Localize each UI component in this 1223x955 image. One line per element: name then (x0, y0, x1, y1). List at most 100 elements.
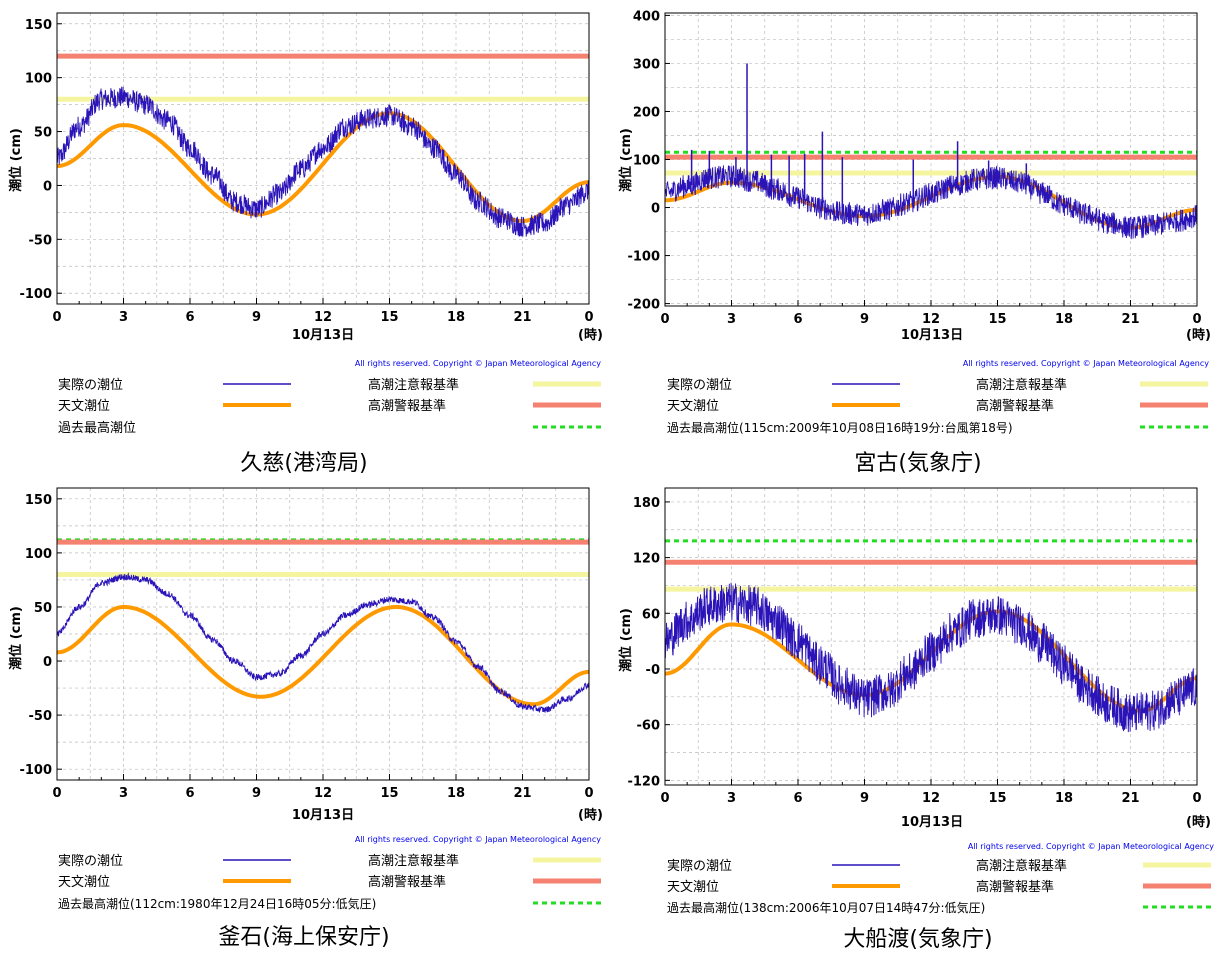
x-tick-label: 3 (727, 312, 736, 327)
legend-caution-label: 高潮注意報基準 (368, 853, 459, 869)
x-tick-label: 18 (1055, 791, 1073, 806)
y-tick-label: 400 (633, 9, 660, 24)
y-tick-label: 50 (34, 601, 52, 616)
panel-ofunato: 潮位 (cm) 0 3 6 9 12 15 18 21 0 18012060-0-60-120 … (618, 487, 1214, 952)
legend-astro-label: 天文潮位 (58, 875, 110, 890)
legend-caution-label: 高潮注意報基準 (368, 377, 459, 393)
y-tick-label: 100 (25, 547, 52, 562)
copyright-notice: All rights reserved. Copyright © Japan M… (355, 835, 601, 844)
legend-astro-label: 天文潮位 (667, 880, 719, 895)
actual-tide-line (56, 572, 590, 714)
actual-tide-line (664, 582, 1198, 733)
station-name: 久慈(港湾局) (240, 451, 367, 476)
date-label: 10月13日 (292, 808, 354, 823)
panel-kamaishi: 潮位 (cm) 0 3 6 9 12 15 18 21 0 150 100 50 0 -50 -100 1… (8, 487, 603, 950)
y-tick-label: 0 (43, 655, 52, 670)
y-tick-labels: 400 300 200 100 0 -100 -200 (627, 9, 660, 312)
x-tick-label: 3 (727, 791, 736, 806)
plot-area (664, 487, 1198, 786)
panel-kuji: 潮位 (cm) 0 3 6 9 12 15 18 21 0 150 100 50 0 -50 -100 1… (8, 12, 603, 476)
y-tick-label: 150 (25, 18, 52, 33)
y-tick-label: 100 (633, 154, 660, 169)
y-axis-label: 潮位 (cm) (618, 128, 634, 192)
y-tick-labels: 150 100 50 0 -50 -100 (19, 493, 52, 778)
x-tick-labels: 0 3 6 9 12 15 18 21 0 (52, 310, 593, 325)
legend-record-label: 過去最高潮位(115cm:2009年10月08日16時19分:台風第18号) (667, 420, 1013, 435)
x-tick-label: 3 (119, 786, 128, 801)
x-tick-label: 3 (119, 310, 128, 325)
plot-area (56, 487, 590, 781)
x-tick-label: 0 (584, 786, 593, 801)
legend-warning-label: 高潮警報基準 (368, 874, 446, 890)
legend-record-label: 過去最高潮位(138cm:2006年10月07日14時47分:低気圧) (667, 900, 985, 915)
y-tick-labels: 150 100 50 0 -50 -100 (19, 18, 52, 302)
x-tick-label: 9 (860, 791, 869, 806)
y-tick-label: -100 (19, 287, 52, 302)
y-tick-label: -60 (637, 719, 661, 734)
date-label: 10月13日 (292, 328, 354, 343)
x-tick-label: 6 (793, 312, 802, 327)
legend-warning-label: 高潮警報基準 (976, 398, 1054, 414)
astronomical-tide-line (56, 111, 590, 224)
legend-caution-label: 高潮注意報基準 (976, 377, 1067, 393)
hour-unit: (時) (578, 327, 603, 343)
x-tick-label: 9 (860, 312, 869, 327)
date-label: 10月13日 (901, 815, 963, 830)
x-tick-label: 12 (922, 791, 940, 806)
legend-actual-label: 実際の潮位 (667, 377, 732, 393)
y-tick-label: -0 (646, 663, 660, 678)
copyright-notice: All rights reserved. Copyright © Japan M… (355, 359, 601, 368)
y-tick-label: 100 (25, 72, 52, 87)
x-tick-label: 15 (380, 310, 398, 325)
x-tick-label: 21 (1121, 791, 1139, 806)
legend-astro-label: 天文潮位 (667, 399, 719, 414)
x-tick-label: 6 (793, 791, 802, 806)
station-name: 大船渡(気象庁) (843, 927, 992, 952)
plot-area (56, 12, 590, 305)
y-tick-labels: 180 120 60 -0 -60 -120 (627, 496, 660, 789)
x-tick-labels: 0 3 6 9 12 15 18 21 0 (52, 786, 593, 801)
x-tick-labels: 0 3 6 9 12 15 18 21 0 (660, 312, 1201, 327)
y-tick-label: -200 (627, 298, 660, 313)
x-tick-label: 6 (185, 786, 194, 801)
x-tick-label: 0 (1192, 791, 1201, 806)
y-tick-label: -50 (29, 709, 53, 724)
x-tick-label: 15 (988, 312, 1006, 327)
plot-area (664, 12, 1198, 307)
x-tick-label: 15 (380, 786, 398, 801)
x-tick-label: 0 (52, 786, 61, 801)
x-tick-label: 12 (922, 312, 940, 327)
legend-warning-label: 高潮警報基準 (368, 398, 446, 414)
x-tick-label: 21 (513, 310, 531, 325)
station-name: 宮古(気象庁) (854, 451, 981, 476)
y-tick-label: -50 (29, 233, 53, 248)
panel-miyako: 潮位 (cm) 0 3 6 9 12 15 18 21 0 400 300 200 100 0 -100 -… (618, 9, 1211, 476)
hour-unit: (時) (1186, 327, 1211, 343)
legend-actual-label: 実際の潮位 (58, 377, 123, 393)
x-tick-label: 9 (252, 310, 261, 325)
x-tick-label: 6 (185, 310, 194, 325)
x-tick-label: 21 (513, 786, 531, 801)
y-tick-label: 120 (633, 552, 660, 567)
hour-unit: (時) (578, 807, 603, 823)
astronomical-tide-line (56, 605, 590, 707)
x-tick-label: 15 (988, 791, 1006, 806)
actual-tide-line (56, 86, 590, 237)
station-name: 釜石(海上保安庁) (218, 925, 389, 950)
x-tick-label: 18 (1055, 312, 1073, 327)
x-tick-label: 9 (252, 786, 261, 801)
y-tick-label: 0 (651, 202, 660, 217)
y-tick-label: -100 (19, 763, 52, 778)
y-tick-label: -100 (627, 250, 660, 265)
legend-actual-label: 実際の潮位 (667, 858, 732, 874)
copyright-notice: All rights reserved. Copyright © Japan M… (968, 842, 1214, 851)
y-tick-label: 180 (633, 496, 660, 511)
x-tick-label: 0 (1192, 312, 1201, 327)
x-tick-label: 0 (584, 310, 593, 325)
x-tick-label: 18 (447, 310, 465, 325)
legend-warning-label: 高潮警報基準 (976, 879, 1054, 895)
hour-unit: (時) (1186, 814, 1211, 830)
x-tick-labels: 0 3 6 9 12 15 18 21 0 (660, 791, 1201, 806)
date-label: 10月13日 (901, 328, 963, 343)
y-tick-label: 60 (642, 607, 660, 622)
